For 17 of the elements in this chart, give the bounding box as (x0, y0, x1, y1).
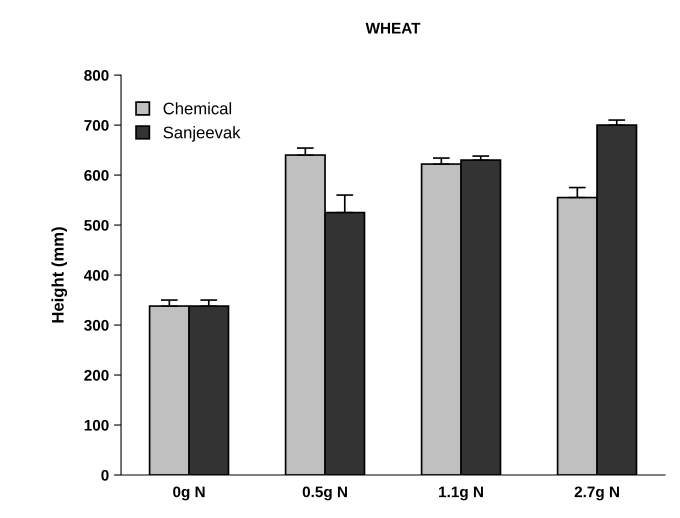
x-tick-label: 0.5g N (302, 486, 347, 500)
y-tick-label: 700 (84, 120, 109, 131)
y-tick-label: 400 (84, 270, 109, 281)
y-tick-label: 800 (84, 70, 109, 81)
x-tick-label: 0g N (173, 486, 205, 500)
y-tick-label: 500 (84, 220, 109, 231)
x-tick-label: 2.7g N (574, 486, 619, 500)
y-tick-label: 100 (84, 420, 109, 431)
y-tick-label: 200 (84, 370, 109, 381)
x-tick-label: 1.1g N (439, 486, 483, 500)
y-axis-title: Height (mm) (51, 227, 68, 323)
y-tick-label: 600 (84, 170, 109, 181)
legend-label: Chemical (164, 102, 232, 114)
chart-title: WHEAT (366, 22, 420, 34)
y-tick-label: 0 (101, 470, 109, 481)
y-tick-label: 300 (84, 320, 109, 331)
legend-label: Sanjeevak (163, 126, 241, 142)
